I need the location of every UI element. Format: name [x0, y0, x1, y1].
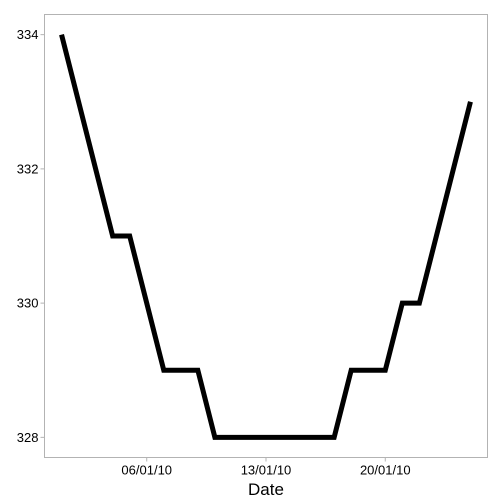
y-tick-label: 328: [17, 430, 39, 445]
y-tick-label: 330: [17, 296, 39, 311]
x-axis-title: Date: [248, 480, 284, 499]
series-layer: [59, 34, 473, 440]
series-line: [59, 34, 473, 440]
x-axis: 06/01/10 13/01/10 20/01/10: [121, 457, 411, 478]
x-tick-label: 20/01/10: [360, 463, 411, 478]
y-tick-label: 332: [17, 161, 39, 176]
y-axis: 328 330 332 334: [17, 27, 45, 445]
x-tick-label: 13/01/10: [241, 463, 292, 478]
x-tick-label: 06/01/10: [121, 463, 172, 478]
y-tick-label: 334: [17, 27, 39, 42]
